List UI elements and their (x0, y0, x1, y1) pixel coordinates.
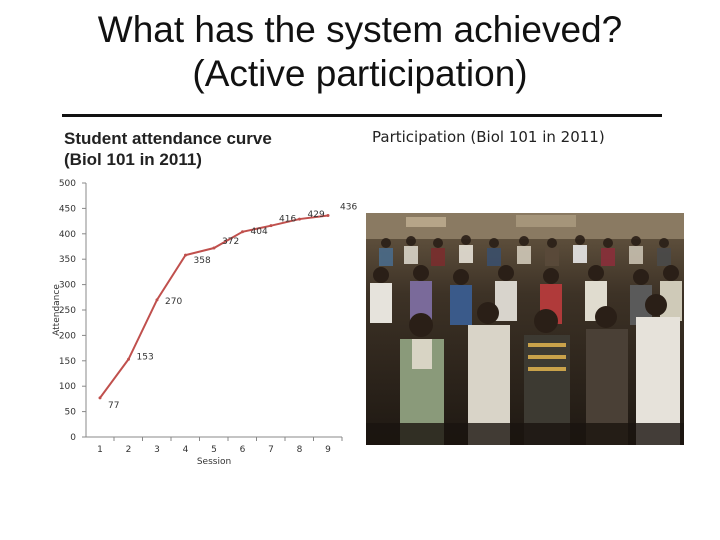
classroom-photo-illustration (366, 213, 684, 445)
data-point (98, 396, 102, 400)
x-tick-label: 6 (240, 445, 246, 455)
photo-caption: Participation (Biol 101 in 2011) (372, 128, 605, 146)
chart-title-line-2: (Biol 101 in 2011) (64, 150, 202, 169)
data-point (127, 357, 130, 361)
data-point (212, 246, 216, 250)
data-label: 270 (165, 297, 182, 307)
x-tick-label: 1 (97, 445, 103, 455)
y-tick-label: 350 (59, 255, 76, 265)
y-tick-label: 150 (59, 357, 76, 367)
title-divider (62, 114, 662, 117)
data-label: 436 (340, 203, 357, 213)
x-axis: 1 2 3 4 5 6 7 8 9 (86, 436, 343, 455)
plot-area: 77 153 270 358 372 404 416 429 436 (98, 203, 357, 411)
data-label: 429 (308, 210, 325, 220)
data-label: 372 (222, 237, 239, 247)
y-tick-label: 250 (59, 306, 76, 316)
data-label: 77 (108, 401, 119, 411)
slide-title: What has the system achieved? (Active pa… (0, 8, 720, 96)
series-line-attendance (99, 214, 329, 399)
data-point (326, 214, 330, 218)
y-tick-label: 450 (59, 204, 76, 214)
chart-title: Student attendance curve (Biol 101 in 20… (64, 128, 272, 170)
x-tick-label: 7 (268, 445, 274, 455)
classroom-photo (366, 213, 684, 445)
data-point (241, 230, 244, 234)
y-tick-label: 200 (59, 331, 76, 341)
y-axis: 0 50 100 150 200 250 300 350 400 450 500 (59, 179, 87, 443)
data-label: 153 (137, 352, 154, 362)
x-tick-label: 4 (183, 445, 189, 455)
slide-title-line-2: (Active participation) (192, 53, 528, 94)
x-tick-label: 3 (154, 445, 160, 455)
y-tick-label: 300 (59, 281, 76, 291)
y-axis-label: Attendance (52, 284, 62, 336)
y-tick-label: 100 (59, 382, 76, 392)
data-point (155, 298, 159, 302)
data-point (298, 217, 301, 221)
data-label: 358 (194, 256, 211, 266)
data-point (184, 253, 187, 257)
x-tick-label: 8 (297, 445, 303, 455)
x-tick-label: 5 (211, 445, 217, 455)
y-tick-label: 500 (59, 179, 76, 189)
x-axis-label: Session (197, 457, 231, 467)
y-tick-label: 0 (70, 433, 76, 443)
data-label: 416 (279, 215, 296, 225)
y-tick-label: 400 (59, 230, 76, 240)
chart-title-line-1: Student attendance curve (64, 129, 272, 148)
data-point (269, 224, 273, 228)
slide-title-line-1: What has the system achieved? (97, 9, 623, 50)
data-label: 404 (251, 227, 268, 237)
x-tick-label: 2 (126, 445, 132, 455)
y-tick-label: 50 (65, 408, 77, 418)
x-tick-label: 9 (325, 445, 331, 455)
